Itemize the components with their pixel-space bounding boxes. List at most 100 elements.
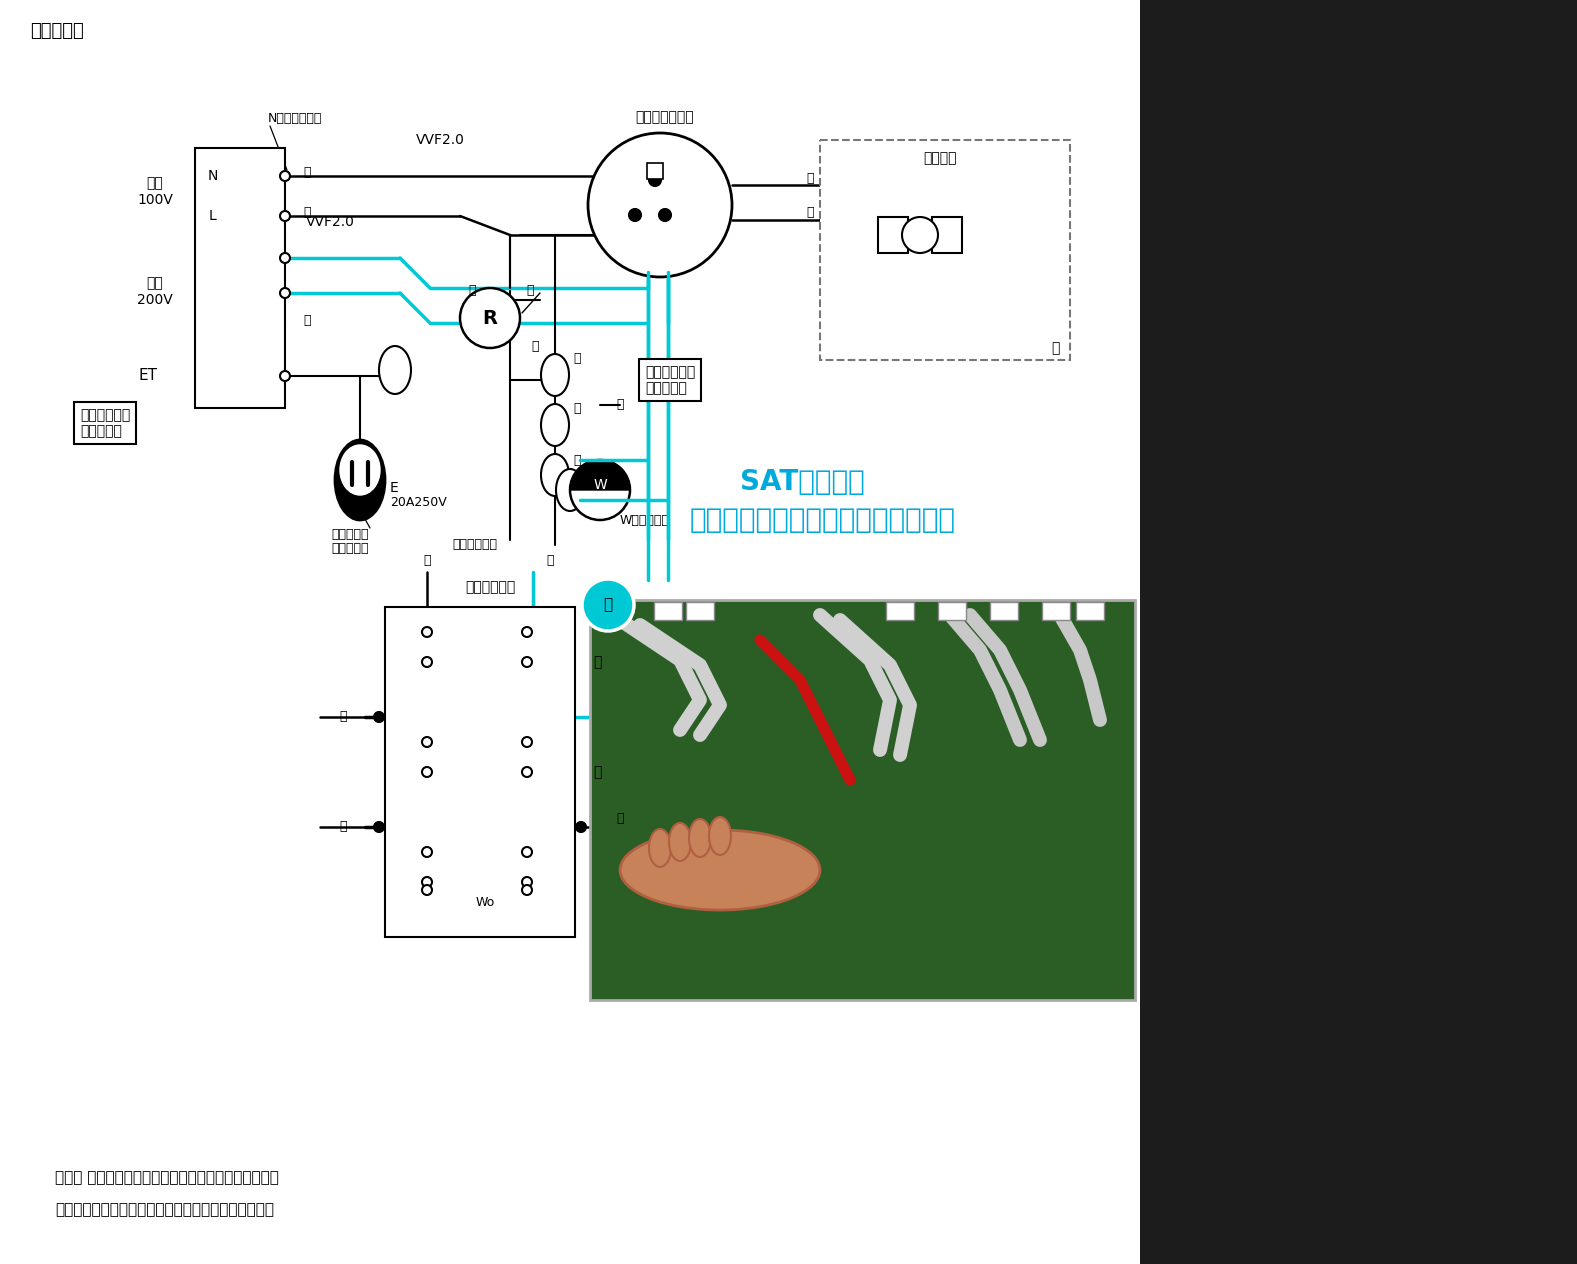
Text: ET: ET xyxy=(139,369,158,383)
Text: テキストを見ながら技能練習を行う: テキストを見ながら技能練習を行う xyxy=(691,506,956,533)
Bar xyxy=(196,148,285,408)
Ellipse shape xyxy=(620,830,820,910)
Text: W: W xyxy=(593,478,607,492)
Text: W側端子に白: W側端子に白 xyxy=(620,513,670,527)
Text: 黒: 黒 xyxy=(303,206,311,220)
Circle shape xyxy=(374,712,385,722)
Bar xyxy=(990,602,1019,621)
Text: 電源: 電源 xyxy=(147,276,164,289)
Text: 白: 白 xyxy=(617,813,624,825)
Circle shape xyxy=(423,657,432,667)
Text: 白: 白 xyxy=(546,555,554,568)
Text: 黒: 黒 xyxy=(339,710,347,723)
Text: 白: 白 xyxy=(527,283,533,297)
Text: 白: 白 xyxy=(303,166,311,178)
Circle shape xyxy=(588,133,732,277)
Bar xyxy=(938,602,967,621)
Ellipse shape xyxy=(557,469,583,511)
Bar xyxy=(647,163,662,179)
Ellipse shape xyxy=(541,454,569,495)
Text: E: E xyxy=(390,482,399,495)
Bar xyxy=(654,602,681,621)
Text: 黒: 黒 xyxy=(339,820,347,833)
Bar xyxy=(590,600,1135,1000)
Bar xyxy=(820,140,1071,360)
Text: 施工省略: 施工省略 xyxy=(923,150,957,166)
Text: Wo: Wo xyxy=(475,895,495,909)
Text: ✋: ✋ xyxy=(604,598,612,613)
Bar xyxy=(385,607,576,937)
Text: L: L xyxy=(210,209,218,222)
Circle shape xyxy=(650,174,661,186)
Text: の端子に白: の端子に白 xyxy=(331,542,369,555)
Circle shape xyxy=(629,209,640,221)
Circle shape xyxy=(423,737,432,747)
Text: イ: イ xyxy=(593,655,601,669)
Circle shape xyxy=(281,211,290,221)
Ellipse shape xyxy=(541,404,569,446)
Text: これ以外にも正解となる結線方法があります。: これ以外にも正解となる結線方法があります。 xyxy=(55,1202,274,1217)
Circle shape xyxy=(423,847,432,857)
Circle shape xyxy=(522,627,531,637)
Text: 電源: 電源 xyxy=(147,176,164,190)
Text: 100V: 100V xyxy=(137,193,173,207)
Text: （正解の例）: （正解の例） xyxy=(465,580,516,594)
Text: イ: イ xyxy=(1050,341,1060,355)
Text: 差込形コネクタ: 差込形コネクタ xyxy=(636,110,694,124)
Circle shape xyxy=(423,885,432,895)
Circle shape xyxy=(281,372,290,380)
Circle shape xyxy=(522,737,531,747)
Text: VVF2.0: VVF2.0 xyxy=(416,133,465,147)
Text: ロ: ロ xyxy=(572,402,580,415)
Circle shape xyxy=(582,579,634,631)
Circle shape xyxy=(374,822,385,832)
Text: VVF2.0: VVF2.0 xyxy=(306,215,355,229)
Text: 電線の色別は
問わない。: 電線の色別は 問わない。 xyxy=(80,408,131,439)
Circle shape xyxy=(460,288,520,348)
Ellipse shape xyxy=(710,817,732,854)
Text: わたり線は黒: わたり線は黒 xyxy=(453,538,497,551)
Text: 緑: 緑 xyxy=(303,315,311,327)
Text: SAT教材では: SAT教材では xyxy=(740,468,864,495)
Ellipse shape xyxy=(650,829,670,867)
Circle shape xyxy=(659,209,670,221)
Bar xyxy=(1140,0,1577,1264)
Text: ロ: ロ xyxy=(593,765,601,779)
Circle shape xyxy=(522,885,531,895)
Bar xyxy=(886,602,915,621)
Text: 黒: 黒 xyxy=(468,283,476,297)
Ellipse shape xyxy=(334,440,385,520)
Text: N: N xyxy=(208,169,218,183)
Text: Nの表示側に白: Nの表示側に白 xyxy=(268,111,322,124)
Circle shape xyxy=(576,822,587,832)
Bar xyxy=(1076,602,1104,621)
Ellipse shape xyxy=(341,445,380,495)
Circle shape xyxy=(423,627,432,637)
Circle shape xyxy=(423,767,432,777)
Circle shape xyxy=(281,288,290,298)
Text: ロ: ロ xyxy=(531,340,539,353)
Bar xyxy=(1042,602,1071,621)
Circle shape xyxy=(281,253,290,263)
Ellipse shape xyxy=(689,819,711,857)
Ellipse shape xyxy=(669,823,691,861)
Text: イ: イ xyxy=(572,351,580,364)
Bar xyxy=(686,602,714,621)
Bar xyxy=(878,217,908,253)
Circle shape xyxy=(522,847,531,857)
Circle shape xyxy=(423,877,432,887)
Bar xyxy=(932,217,962,253)
Text: 白: 白 xyxy=(617,398,624,412)
Text: 白: 白 xyxy=(806,172,814,185)
Circle shape xyxy=(522,657,531,667)
Text: 黒: 黒 xyxy=(423,555,431,568)
Circle shape xyxy=(281,171,290,181)
Text: 20A250V: 20A250V xyxy=(390,495,446,508)
Text: 200V: 200V xyxy=(137,293,173,307)
Text: （注） 上記は一例であり、スイッチ及びコンセントの: （注） 上記は一例であり、スイッチ及びコンセントの xyxy=(55,1170,279,1186)
Ellipse shape xyxy=(378,346,412,394)
Circle shape xyxy=(569,460,629,520)
Circle shape xyxy=(522,877,531,887)
Circle shape xyxy=(902,217,938,253)
Text: 【複線図】: 【複線図】 xyxy=(30,21,84,40)
